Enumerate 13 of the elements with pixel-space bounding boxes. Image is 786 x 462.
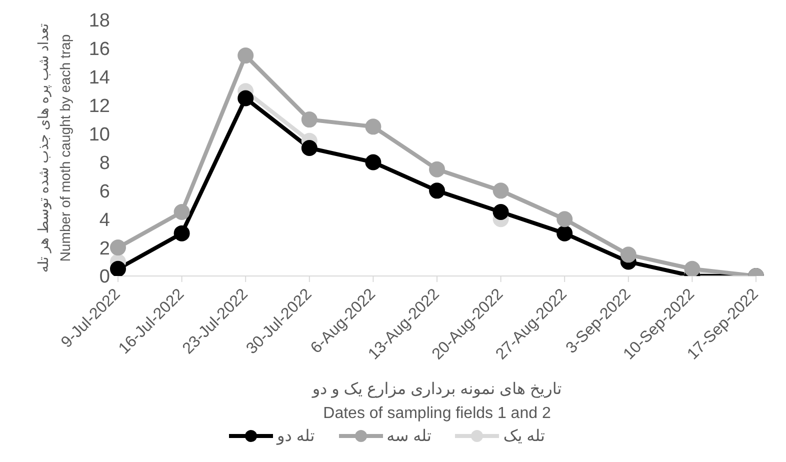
y-tick-label: 6 <box>99 181 110 202</box>
legend-label: تله یک <box>503 427 545 446</box>
legend-label: تله سه <box>386 427 432 446</box>
y-tick-label: 2 <box>99 238 110 260</box>
y-tick-label: 8 <box>99 152 110 174</box>
y-tick-label: 10 <box>88 124 110 146</box>
y-tick-label: 16 <box>88 39 110 60</box>
y-tick-label: 4 <box>99 210 110 231</box>
y-tick-label: 12 <box>88 96 110 118</box>
y-tick-label: 14 <box>88 68 110 89</box>
legend-label: تله دو <box>277 427 315 446</box>
y-tick-label: 18 <box>88 10 110 32</box>
y-tick-label: 0 <box>99 266 110 288</box>
